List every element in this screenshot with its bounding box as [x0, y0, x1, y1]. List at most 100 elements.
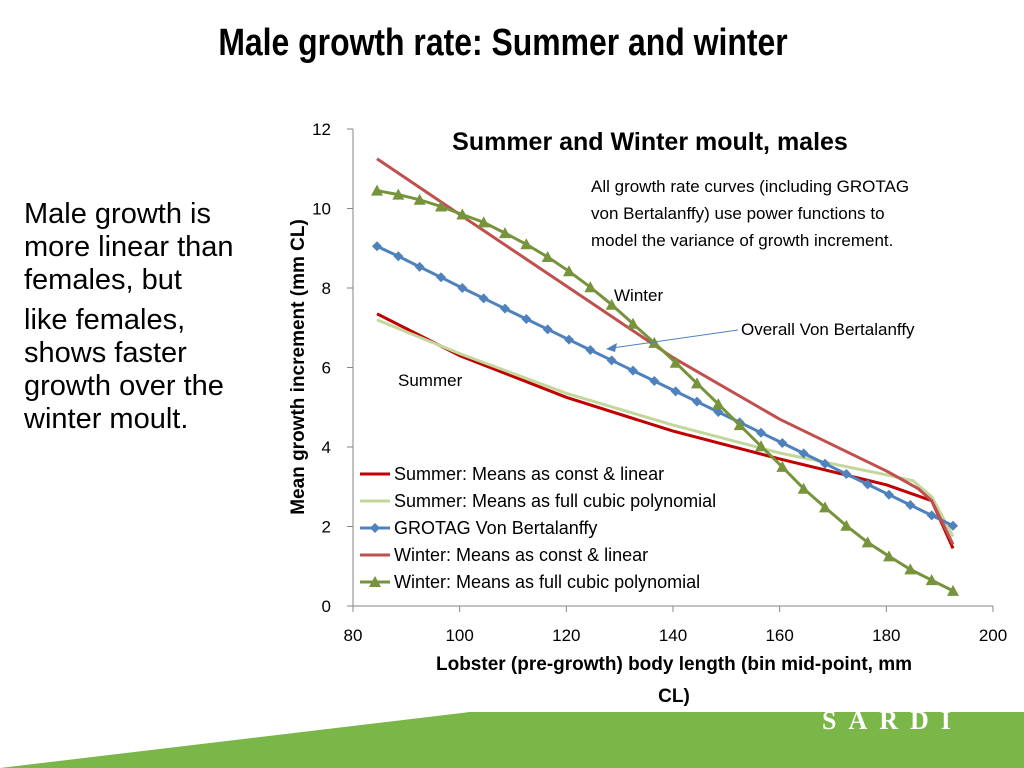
summer-label: Summer — [398, 371, 463, 390]
series-2-point — [542, 324, 553, 335]
series-4-point — [819, 501, 831, 513]
series-2-point — [478, 293, 489, 304]
footer-shape — [0, 712, 1024, 768]
series-4-point — [477, 216, 490, 228]
x-axis-title-line-2: CL) — [658, 686, 690, 707]
series-4-point — [947, 584, 959, 596]
series-2-point — [926, 510, 937, 521]
y-tick-label: 8 — [322, 279, 331, 298]
series-4-point — [499, 227, 511, 239]
series-2-point — [372, 241, 382, 252]
series-2-point — [414, 261, 425, 272]
series-2-point — [628, 365, 638, 376]
series-2-point — [884, 489, 894, 500]
vb-annotation-arrowhead — [606, 343, 617, 352]
series-4-point — [413, 193, 426, 205]
series-line-3 — [376, 157, 955, 546]
vb-annotation-arrow — [611, 329, 739, 349]
series-4-point — [669, 356, 682, 368]
series-4-point — [797, 482, 810, 494]
series-4-point — [541, 250, 554, 262]
series-4-point — [435, 200, 447, 212]
x-tick-label: 80 — [344, 626, 363, 645]
series-2-point — [606, 355, 617, 366]
series-4-point — [925, 574, 938, 586]
series-2-point — [798, 448, 809, 459]
vb-annotation-label: Overall Von Bertalanffy — [741, 320, 915, 339]
series-2-point — [564, 334, 574, 345]
series-2-point — [436, 272, 446, 283]
series-4-point — [776, 460, 789, 472]
series-2-point — [820, 458, 830, 469]
annotation-note-line-3: model the variance of growth increment. — [591, 231, 893, 250]
y-tick-label: 10 — [312, 200, 331, 219]
side-text: Male growth is more linear than females,… — [24, 198, 274, 443]
y-tick-label: 12 — [312, 120, 331, 139]
series-4-point — [883, 550, 895, 562]
series-2-point — [905, 500, 916, 511]
series-4-point — [712, 398, 725, 410]
legend-label-3: Winter: Means as const & linear — [394, 545, 648, 565]
series-4-point — [371, 184, 383, 196]
legend-label-4: Winter: Means as full cubic polynomial — [394, 572, 700, 592]
x-tick-label: 160 — [765, 626, 793, 645]
series-2-point — [670, 386, 681, 397]
series-4-point — [627, 317, 639, 329]
slide-title: Male growth rate: Summer and winter — [218, 22, 788, 64]
legend-label-2: GROTAG Von Bertalanffy — [394, 518, 597, 538]
series-4-point — [520, 238, 533, 250]
series-4-point — [733, 419, 746, 431]
series-4-point — [605, 298, 618, 310]
series-2-point — [585, 345, 596, 356]
series-2-point — [500, 303, 510, 314]
side-text-paragraph-1: Male growth is more linear than females,… — [24, 198, 234, 296]
y-tick-label: 6 — [322, 359, 331, 378]
series-2-point — [521, 314, 532, 325]
x-tick-label: 100 — [445, 626, 473, 645]
series-line-2 — [376, 244, 954, 528]
series-2-point — [862, 479, 873, 490]
y-tick-label: 4 — [322, 438, 331, 457]
x-tick-label: 140 — [659, 626, 687, 645]
series-line-1 — [376, 318, 955, 538]
legend-marker-4 — [369, 576, 381, 587]
series-4-point — [456, 208, 469, 220]
series-layer — [371, 157, 959, 596]
series-2-point — [713, 407, 724, 418]
x-tick-label: 200 — [979, 626, 1007, 645]
side-text-paragraph-2: like females, shows faster growth over t… — [24, 304, 224, 435]
series-4-point — [861, 536, 874, 548]
legend-label-1: Summer: Means as full cubic polynomial — [394, 491, 716, 511]
series-line-0 — [376, 312, 955, 550]
x-tick-label: 180 — [872, 626, 900, 645]
legend-label-0: Summer: Means as const & linear — [394, 464, 664, 484]
series-4-point — [840, 519, 853, 531]
winter-label: Winter — [614, 286, 663, 305]
chart-title: Summer and Winter moult, males — [452, 128, 848, 156]
series-2-point — [393, 251, 404, 262]
series-2-point — [841, 469, 852, 480]
annotation-note-line-2: von Bertalanffy) use power functions to — [591, 204, 885, 223]
y-tick-label: 2 — [322, 518, 331, 537]
series-4-point — [563, 265, 575, 277]
series-line-4 — [376, 189, 954, 593]
annotation-note-line-1: All growth rate curves (including GROTAG — [591, 177, 909, 196]
series-2-point — [692, 396, 702, 407]
series-2-point — [649, 376, 660, 387]
sardi-logo: SARDI — [822, 706, 963, 735]
series-4-point — [392, 188, 405, 200]
x-tick-label: 120 — [552, 626, 580, 645]
series-2-point — [457, 283, 468, 293]
series-2-point — [777, 438, 788, 449]
y-tick-label: 0 — [322, 597, 331, 616]
x-axis-title-line-1: Lobster (pre-growth) body length (bin mi… — [436, 654, 912, 675]
series-4-point — [755, 440, 767, 452]
legend: Summer: Means as const & linear Summer: M… — [360, 464, 716, 592]
series-4-point — [584, 281, 597, 293]
series-2-point — [948, 520, 958, 531]
legend-marker-2 — [370, 523, 380, 533]
axis-ticks: 0 2 4 6 8 10 12 80 100 120 140 160 180 200 — [312, 120, 1007, 645]
y-axis-title: Mean growth increment (mm CL) — [288, 219, 309, 515]
